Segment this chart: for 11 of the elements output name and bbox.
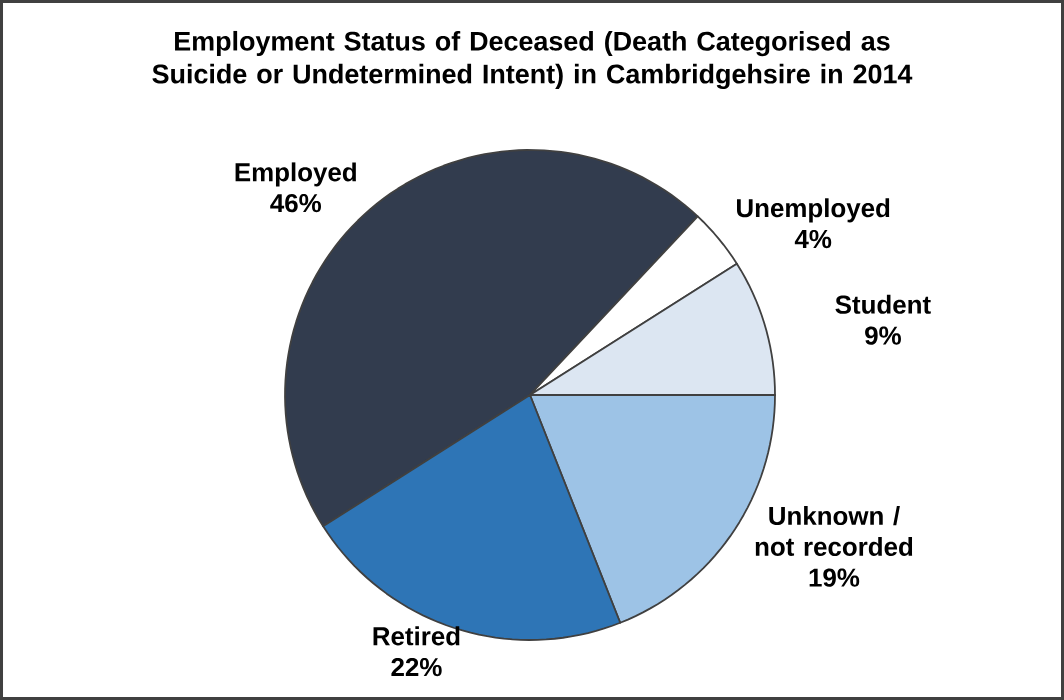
- slice-label: Unemployed: [737, 198, 890, 223]
- slice-label: Unknown / not recorded: [755, 506, 913, 556]
- slice-label: Student: [835, 294, 931, 314]
- data-label: 19%: [809, 568, 860, 587]
- data-label: 46%: [270, 193, 321, 213]
- data-label: 22%: [391, 657, 442, 677]
- data-label: 4%: [794, 229, 832, 249]
- chart-title: Employment Status of Deceased (Death Categorised as Suicide or Undetermined Intent) in Cambridgehsire in 2014: [152, 30, 913, 90]
- data-label: 9%: [865, 326, 901, 345]
- slice-label: Retired: [373, 626, 460, 646]
- slice-label: Employed: [235, 162, 356, 187]
